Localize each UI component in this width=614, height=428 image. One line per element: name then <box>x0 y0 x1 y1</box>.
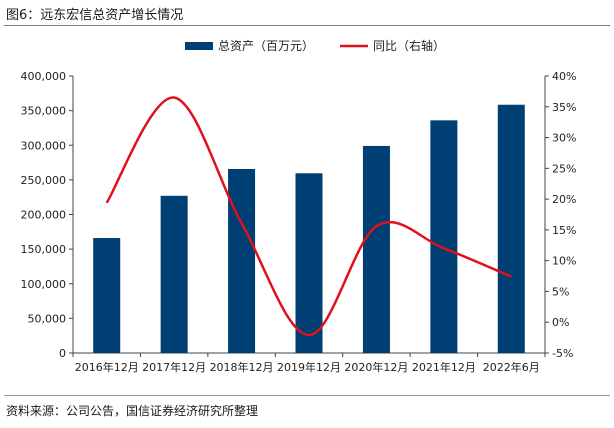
x-tick-label: 2021年12月 <box>412 360 476 374</box>
legend-bar-label: 总资产（百万元） <box>218 39 314 53</box>
x-tick-label: 2020年12月 <box>344 360 408 374</box>
right-tick-label: 30% <box>552 132 576 145</box>
x-tick-label: 2017年12月 <box>142 360 206 374</box>
left-tick-label: 100,000 <box>21 278 67 291</box>
bar <box>430 120 458 353</box>
bar <box>160 195 188 353</box>
right-tick-label: 40% <box>552 70 576 83</box>
left-tick-label: 200,000 <box>21 209 67 222</box>
right-tick-label: 20% <box>552 193 576 206</box>
left-tick-label: 300,000 <box>21 139 67 152</box>
title-divider <box>4 25 610 26</box>
right-tick-label: 35% <box>552 101 576 114</box>
x-tick-label: 2019年12月 <box>277 360 341 374</box>
legend-line-label: 同比（右轴） <box>373 38 445 53</box>
left-tick-label: 250,000 <box>21 174 67 187</box>
bar <box>93 238 121 353</box>
x-tick-label: 2018年12月 <box>210 360 274 374</box>
figure-title: 图6：远东宏信总资产增长情况 <box>6 8 184 23</box>
x-tick-label: 2022年6月 <box>483 360 540 374</box>
right-tick-label: 0% <box>552 316 569 329</box>
x-tick-label: 2016年12月 <box>75 360 139 374</box>
right-tick-label: 15% <box>552 224 576 237</box>
bar <box>497 104 525 354</box>
left-tick-label: 0 <box>59 347 66 360</box>
bar <box>362 145 390 353</box>
bar <box>228 169 256 353</box>
left-tick-label: 400,000 <box>21 70 67 83</box>
right-tick-label: 10% <box>552 255 576 268</box>
right-tick-label: 25% <box>552 162 576 175</box>
right-tick-label: 5% <box>552 285 569 298</box>
source-note: 资料来源：公司公告，国信证券经济研究所整理 <box>6 404 259 418</box>
legend-bar-swatch <box>185 42 213 50</box>
chart: 0 50,000 100,000 150,000 200,000 250,000 300,0… <box>21 38 577 374</box>
right-tick-label: -5% <box>552 347 573 360</box>
left-tick-label: 150,000 <box>21 243 67 256</box>
bar <box>295 173 323 353</box>
source-divider <box>4 395 610 396</box>
left-tick-label: 350,000 <box>21 105 67 118</box>
left-tick-label: 50,000 <box>28 312 67 325</box>
